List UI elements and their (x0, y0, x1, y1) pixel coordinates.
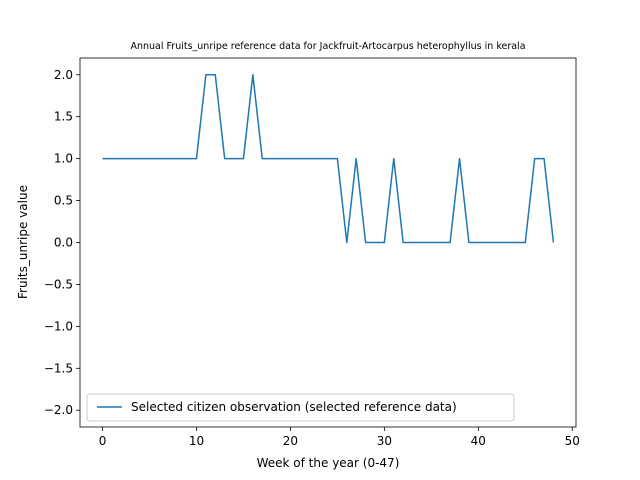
y-tick-label: −0.5 (44, 277, 73, 291)
x-tick-label: 10 (189, 434, 204, 448)
y-tick-label: 1.0 (54, 152, 73, 166)
x-axis: 0 10 20 30 40 50 (99, 427, 580, 448)
x-tick-label: 0 (99, 434, 107, 448)
chart-title: Annual Fruits_unripe reference data for … (130, 41, 525, 52)
legend-entry-label: Selected citizen observation (selected r… (131, 400, 457, 414)
legend-box (86, 393, 515, 422)
x-tick-label: 20 (283, 434, 298, 448)
x-tick-label: 40 (471, 434, 486, 448)
plot-area (79, 57, 577, 428)
x-axis-label: Week of the year (0-47) (257, 456, 400, 470)
legend: Selected citizen observation (selected r… (86, 393, 515, 422)
x-tick-label: 50 (565, 434, 580, 448)
y-axis: −2.0 −1.5 −1.0 −0.5 0.0 0.5 1.0 1.5 2.0 (44, 68, 80, 417)
y-tick-label: −2.0 (44, 403, 73, 417)
y-tick-label: 2.0 (54, 68, 73, 82)
y-tick-label: −1.0 (44, 319, 73, 333)
series-line-0 (102, 74, 555, 244)
y-axis-label: Fruits_unripe value (16, 185, 30, 299)
y-tick-label: −1.5 (44, 361, 73, 375)
y-tick-label: 0.0 (54, 236, 73, 250)
y-tick-label: 1.5 (54, 110, 73, 124)
x-tick-label: 30 (377, 434, 392, 448)
y-tick-label: 0.5 (54, 194, 73, 208)
